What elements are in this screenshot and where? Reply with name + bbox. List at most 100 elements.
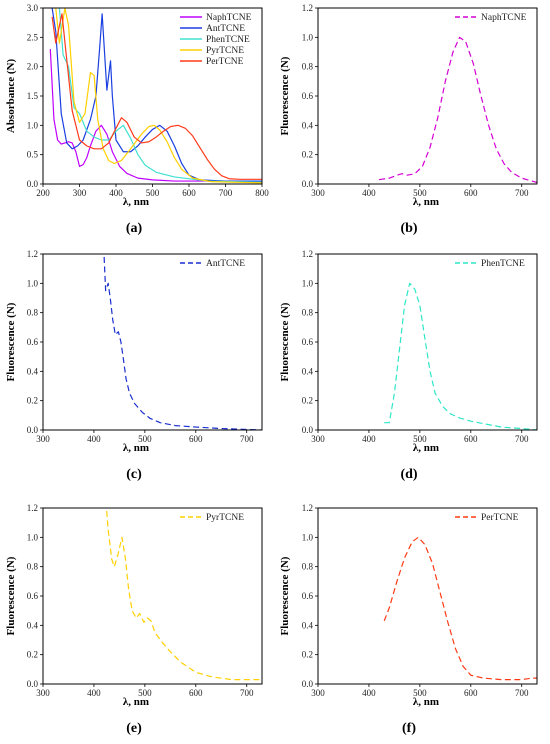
legend: PerTCNE	[455, 513, 519, 523]
series-line-anttcne	[103, 256, 262, 430]
x-tick-label: 400	[362, 188, 376, 198]
y-axis-title: Absorbance (N)	[5, 59, 17, 134]
x-tick-label: 500	[413, 434, 427, 444]
x-tick-label: 500	[413, 188, 427, 198]
y-tick-label: 0.0	[27, 179, 39, 189]
x-axis-title: λ, nm	[413, 696, 439, 708]
x-tick-label: 300	[36, 688, 50, 698]
y-axis-title: Fluorescence (N)	[279, 556, 291, 635]
plot-frame	[42, 253, 263, 431]
chart-panel-5: 300 400 500 600 700 0.0 0.2 0.4 0.6 0.8 1.0 1.2 λ, n…	[5, 503, 263, 736]
panel-label: (f)	[402, 721, 416, 736]
y-tick-label: 0.0	[302, 179, 314, 189]
y-tick-label: 0.6	[27, 591, 39, 601]
series-line-pyrtcne	[55, 8, 262, 184]
x-tick-label: 600	[182, 188, 196, 198]
y-tick-label: 0.2	[302, 396, 313, 406]
plot-frame	[317, 507, 538, 685]
y-tick-label: 2.5	[27, 32, 39, 42]
y-tick-label: 1.2	[302, 249, 313, 259]
legend-label-pyrtcne: PyrTCNE	[206, 46, 244, 56]
y-axis-title: Fluorescence (N)	[5, 556, 17, 635]
x-tick-label: 300	[311, 188, 325, 198]
chart-panel-1: 200 300 400 500 600 700 800 0.0 0.5 1.0 1.5 2.0 2.5 3…	[5, 3, 269, 236]
x-tick-label: 400	[109, 188, 123, 198]
y-tick-label: 3.0	[27, 3, 39, 13]
legend: AntTCNE	[180, 259, 245, 269]
x-tick-label: 400	[87, 434, 101, 444]
y-tick-label: 0.2	[27, 396, 38, 406]
y-axis-title: Fluorescence (N)	[279, 302, 291, 381]
x-tick-label: 400	[362, 434, 376, 444]
panel-label: (b)	[400, 221, 417, 236]
series-line-pyrtcne	[106, 510, 262, 681]
legend-label-pyrtcne: PyrTCNE	[206, 513, 244, 523]
x-axis-title: λ, nm	[413, 196, 439, 208]
x-tick-label: 500	[138, 434, 152, 444]
chart-panel-3: 300 400 500 600 700 0.0 0.2 0.4 0.6 0.8 1.0 1.2 λ, n…	[5, 249, 263, 482]
x-tick-label: 800	[255, 188, 269, 198]
y-tick-label: 0.2	[302, 650, 313, 660]
y-tick-label: 1.0	[302, 32, 314, 42]
y-tick-label: 1.0	[302, 532, 314, 542]
x-axis-title: λ, nm	[123, 696, 149, 708]
y-tick-label: 0.8	[27, 308, 39, 318]
x-tick-label: 400	[87, 688, 101, 698]
x-tick-label: 300	[311, 434, 325, 444]
y-tick-label: 0.0	[302, 679, 314, 689]
y-tick-label: 1.2	[27, 249, 38, 259]
x-tick-label: 600	[464, 434, 478, 444]
series-line-phentcne	[384, 282, 537, 430]
y-tick-label: 0.6	[302, 337, 314, 347]
y-tick-label: 0.2	[302, 150, 313, 160]
x-tick-label: 700	[515, 688, 529, 698]
panel-label: (d)	[400, 467, 417, 482]
x-axis-title: λ, nm	[123, 442, 149, 454]
x-tick-label: 500	[146, 188, 160, 198]
x-tick-label: 700	[515, 188, 529, 198]
x-tick-label: 200	[36, 188, 50, 198]
y-tick-label: 0.8	[27, 562, 39, 572]
x-tick-label: 700	[240, 688, 254, 698]
y-tick-label: 0.0	[27, 679, 39, 689]
panel-label: (c)	[126, 467, 142, 482]
series-line-anttcne	[51, 8, 262, 182]
panel-label: (a)	[126, 221, 143, 236]
x-tick-label: 300	[73, 188, 87, 198]
x-tick-label: 600	[464, 688, 478, 698]
y-tick-label: 1.0	[27, 532, 39, 542]
x-tick-label: 600	[464, 188, 478, 198]
x-axis-title: λ, nm	[413, 442, 439, 454]
legend-label-pertcne: PerTCNE	[206, 57, 244, 67]
y-tick-label: 1.5	[27, 91, 39, 101]
y-axis-title: Fluorescence (N)	[279, 56, 291, 135]
x-tick-label: 600	[189, 434, 203, 444]
series-line-naphtcne	[379, 36, 537, 184]
legend: PyrTCNE	[180, 513, 244, 523]
y-tick-label: 1.2	[302, 3, 313, 13]
x-tick-label: 700	[240, 434, 254, 444]
chart-panel-6: 300 400 500 600 700 0.0 0.2 0.4 0.6 0.8 1.0 1.2 λ, n…	[279, 503, 538, 736]
x-axis-title: λ, nm	[123, 196, 149, 208]
plot-frame	[317, 7, 538, 185]
legend-label-naphtcne: NaphTCNE	[206, 13, 252, 23]
x-tick-label: 300	[311, 688, 325, 698]
legend-label-phentcne: PhenTCNE	[481, 259, 525, 269]
legend-label-pertcne: PerTCNE	[481, 513, 519, 523]
panel-label: (e)	[126, 721, 142, 736]
plot-frame	[317, 253, 538, 431]
y-tick-label: 0.4	[302, 120, 314, 130]
y-tick-label: 0.4	[302, 620, 314, 630]
y-tick-label: 0.4	[302, 366, 314, 376]
y-tick-label: 0.8	[302, 562, 314, 572]
y-tick-label: 0.6	[302, 91, 314, 101]
x-tick-label: 700	[515, 434, 529, 444]
y-tick-label: 0.0	[302, 425, 314, 435]
y-tick-label: 0.4	[27, 366, 39, 376]
y-tick-label: 2.0	[27, 62, 39, 72]
y-tick-label: 1.0	[27, 120, 39, 130]
y-tick-label: 0.4	[27, 620, 39, 630]
legend-label-anttcne: AntTCNE	[206, 24, 245, 34]
y-tick-label: 0.0	[27, 425, 39, 435]
